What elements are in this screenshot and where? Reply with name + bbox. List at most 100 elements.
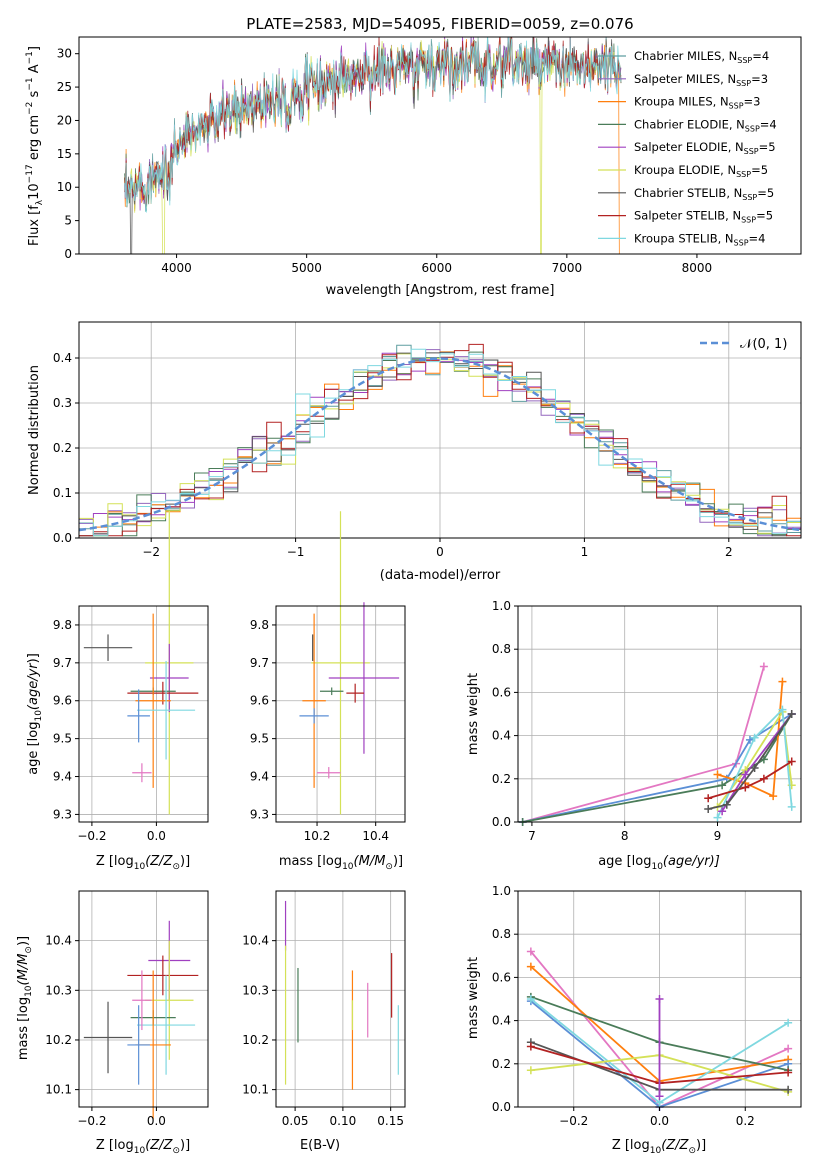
- mass-ebv-xlabel: E(B-V): [300, 1138, 340, 1153]
- weight-marker: [526, 947, 535, 956]
- x-tick-label: 0: [436, 545, 444, 559]
- y-tick-label: 0.6: [492, 685, 511, 699]
- y-tick-label: 0.8: [492, 927, 511, 941]
- massweight-vs-metallicity-panel: −0.2 0.0 0.2 0.0 0.2 0.4 0.6 0.8 1.0: [492, 884, 802, 1128]
- weight-marker: [784, 1018, 793, 1027]
- weight-line: [522, 666, 765, 823]
- legend-label: Kroupa STELIB, NSSP=4: [634, 231, 765, 247]
- weight-marker: [526, 995, 535, 1003]
- y-tick-label: 10.1: [242, 1083, 269, 1097]
- y-tick-label: 9.5: [250, 732, 269, 746]
- x-tick-label: −2: [142, 545, 160, 559]
- y-tick-label: 10.2: [242, 1033, 269, 1047]
- x-tick-label: −0.2: [559, 1114, 588, 1128]
- legend-label: Kroupa ELODIE, NSSP=5: [634, 163, 768, 179]
- y-tick-label: 10.4: [45, 934, 72, 948]
- weight-marker: [526, 1042, 535, 1051]
- weight-marker: [718, 807, 727, 816]
- panel-frame: [78, 605, 209, 823]
- histogram-y-ticks: 0.0 0.1 0.2 0.3 0.4: [53, 351, 79, 545]
- weight-line: [717, 681, 784, 798]
- legend-label: Salpeter ELODIE, NSSP=5: [634, 140, 776, 156]
- age-vs-mass-panel: 10.2 10.4 9.3 9.4 9.5 9.6 9.7 9.8: [250, 511, 406, 843]
- y-tick-label: 10.3: [242, 983, 269, 997]
- weight-line: [716, 707, 793, 819]
- weight-marker: [741, 783, 750, 792]
- weight-marker: [787, 757, 796, 766]
- spectrum-ylabel: Flux [fλ10−17 erg cm−2 s−1 A−1]: [25, 46, 45, 246]
- weight-line: [522, 713, 793, 823]
- weight-marker: [704, 794, 713, 803]
- weight-marker: [741, 770, 750, 779]
- y-tick-label: 0.2: [53, 441, 72, 455]
- y-tick-label: 9.8: [53, 618, 72, 632]
- mass-vs-ebv-panel: 0.05 0.10 0.15 10.1 10.2 10.3 10.4: [242, 890, 406, 1128]
- y-tick-label: 10.1: [45, 1083, 72, 1097]
- spectrum-series-kroupa-stelib: [124, 37, 622, 213]
- mass-vs-metallicity-panel: −0.2 0.0 10.1 10.2 10.3 10.4: [45, 890, 209, 1128]
- histogram-series-kroupa-stelib: [79, 348, 801, 537]
- legend-label: Kroupa MILES, NSSP=3: [634, 95, 760, 111]
- weight-marker: [526, 962, 535, 971]
- y-tick-label: 0.0: [53, 531, 72, 545]
- x-tick-label: 0.0: [147, 829, 166, 843]
- y-tick-label: 9.3: [53, 807, 72, 821]
- weight-marker: [784, 1068, 793, 1077]
- legend-label: Salpeter STELIB, NSSP=5: [634, 209, 773, 225]
- y-tick-label: 9.7: [250, 656, 269, 670]
- age-mass-xlabel: mass [log10(M/M⊙)]: [279, 854, 403, 872]
- legend-label: Chabrier MILES, NSSP=4: [634, 49, 769, 65]
- y-tick-label: 0.8: [492, 642, 511, 656]
- age-z-xlabel: Z [log10(Z/Z⊙)]: [96, 854, 190, 872]
- massweight-vs-age-panel: 7 8 9 0.0 0.2 0.4 0.6 0.8 1.0: [492, 599, 802, 843]
- x-tick-label: 6000: [421, 261, 452, 275]
- weight-marker: [784, 1044, 793, 1053]
- x-tick-label: 0.15: [377, 1114, 404, 1128]
- x-tick-label: −1: [287, 545, 305, 559]
- weight-marker: [713, 770, 722, 779]
- y-tick-label: 10.4: [242, 934, 269, 948]
- spectrum-xlabel: wavelength [Angstrom, rest frame]: [326, 283, 555, 298]
- mass-z-xlabel: Z [log10(Z/Z⊙)]: [96, 1138, 190, 1156]
- y-tick-label: 0.2: [492, 1057, 511, 1071]
- y-tick-label: 0.3: [53, 396, 72, 410]
- panel-frame: [517, 605, 802, 823]
- y-tick-label: 0.1: [53, 486, 72, 500]
- panel-frame: [78, 890, 209, 1108]
- y-tick-label: 0.0: [492, 1100, 511, 1114]
- weight-marker: [784, 1085, 793, 1094]
- weight-line: [707, 713, 793, 810]
- weight-marker: [787, 802, 796, 811]
- histogram-xlabel: (data-model)/error: [380, 568, 501, 583]
- y-tick-label: 30: [57, 47, 72, 61]
- x-tick-label: 9: [714, 829, 722, 843]
- y-tick-label: 0.2: [492, 772, 511, 786]
- histogram-x-ticks: −2 −1 0 1 2: [142, 538, 733, 559]
- y-tick-label: 9.8: [250, 618, 269, 632]
- histogram-ylabel: Normed distribution: [27, 365, 42, 495]
- y-tick-label: 25: [57, 80, 72, 94]
- weight-marker: [713, 813, 722, 822]
- spectrum-legend: Chabrier MILES, NSSP=4 Salpeter MILES, NS…: [598, 49, 777, 247]
- y-tick-label: 10.3: [45, 983, 72, 997]
- x-tick-label: 0.2: [736, 1114, 755, 1128]
- x-tick-label: 7000: [552, 261, 583, 275]
- mw-z-xlabel: Z [log10(Z/Z⊙)]: [612, 1138, 706, 1156]
- weight-marker: [718, 781, 727, 790]
- x-tick-label: 7: [528, 829, 536, 843]
- spectrum-frame: [78, 36, 802, 255]
- legend-label: Salpeter MILES, NSSP=3: [634, 72, 768, 88]
- y-tick-label: 9.3: [250, 807, 269, 821]
- panel-frame: [275, 605, 406, 823]
- weight-marker: [526, 1066, 535, 1075]
- spectrum-y-ticks: 0 5 10 15 20 25 30: [57, 47, 79, 261]
- y-tick-label: 15: [57, 147, 72, 161]
- weight-marker: [655, 1092, 664, 1101]
- x-tick-label: 2: [725, 545, 733, 559]
- x-tick-label: −0.2: [77, 1114, 106, 1128]
- histogram-legend: 𝒩(0, 1): [700, 337, 787, 352]
- y-tick-label: 0: [64, 247, 72, 261]
- weight-marker: [778, 705, 787, 714]
- normal-legend-label: 𝒩(0, 1): [740, 337, 787, 352]
